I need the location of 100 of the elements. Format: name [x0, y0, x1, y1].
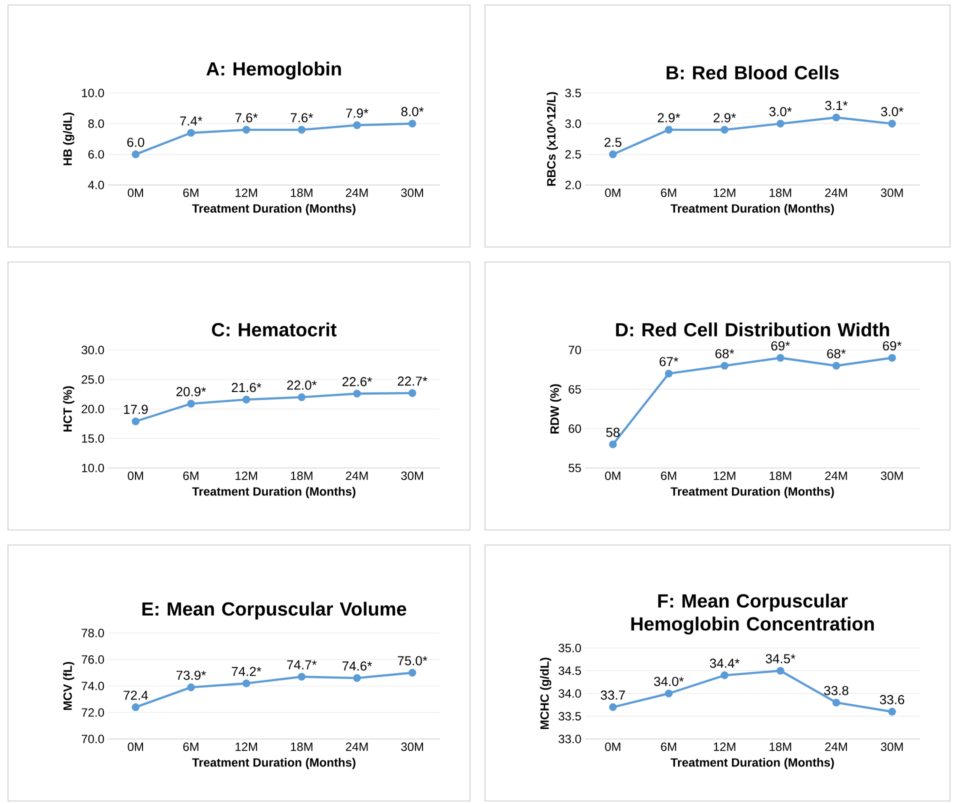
chart-title: C: Hematocrit [212, 322, 337, 336]
x-tick-label: 24M [346, 188, 368, 197]
x-axis-title: Treatment Duration (Months) [192, 204, 356, 216]
y-tick-label: 72.0 [82, 708, 104, 717]
y-tick-label: 65 [568, 385, 581, 394]
data-label: 2.5 [604, 138, 622, 147]
data-label: 33.8 [824, 686, 848, 696]
x-tick-label: 18M [770, 188, 792, 198]
x-tick-label: 6M [183, 472, 198, 480]
x-tick-label: 0M [605, 742, 620, 752]
point [888, 354, 896, 362]
data-label: 6.0 [127, 138, 144, 147]
data-label: 34.5* [766, 654, 796, 664]
data-label: 34.4* [710, 658, 740, 668]
y-axis-title: MCHC (g/dL) [540, 658, 552, 730]
data-label: 33.6 [880, 695, 904, 704]
x-tick-label: 0M [128, 472, 144, 480]
point [242, 126, 250, 134]
data-label: 34.0* [654, 676, 684, 686]
x-tick-label: 24M [346, 742, 368, 751]
data-label: 72.4 [124, 690, 148, 700]
x-tick-label: 18M [290, 472, 312, 480]
x-tick-label: 12M [236, 742, 258, 751]
data-label: 7.9* [346, 108, 368, 118]
x-tick-label: 6M [661, 472, 676, 480]
x-tick-label: 24M [825, 742, 847, 751]
point [132, 417, 140, 426]
x-tick-label: 24M [825, 472, 847, 480]
point [776, 666, 784, 675]
point [609, 703, 617, 712]
x-tick-label: 0M [605, 472, 620, 480]
data-label: 68* [715, 349, 734, 358]
y-tick-label: 74.0 [82, 682, 104, 690]
point [242, 679, 250, 688]
x-tick-label: 30M [880, 742, 903, 752]
chart-title: E: Mean Corpuscular Volume [142, 602, 406, 620]
point [832, 362, 840, 370]
point [242, 396, 250, 404]
data-label: 21.6* [232, 382, 262, 392]
x-tick-label: 12M [714, 742, 736, 751]
data-label: 69* [771, 341, 790, 350]
point [776, 120, 784, 128]
data-label: 22.6* [342, 377, 372, 386]
x-tick-label: 30M [401, 472, 424, 480]
data-label: 73.9* [176, 670, 206, 680]
point [888, 120, 896, 128]
x-tick-label: 18M [290, 742, 312, 752]
point [298, 126, 306, 134]
x-tick-label: 6M [183, 742, 198, 752]
y-tick-label: 10.0 [82, 88, 104, 98]
data-label: 2.9* [658, 113, 680, 122]
y-tick-label: 70 [568, 346, 582, 354]
data-label: 58 [606, 428, 620, 437]
y-tick-label: 25.0 [82, 375, 104, 384]
data-label: 22.0* [287, 380, 317, 390]
x-axis-title: Treatment Duration (Months) [670, 758, 834, 770]
x-tick-label: 18M [770, 742, 792, 752]
x-tick-label: 24M [825, 188, 847, 197]
x-tick-label: 6M [661, 742, 676, 752]
y-tick-label: 15.0 [82, 434, 104, 443]
point [888, 708, 896, 716]
y-tick-label: 34.0 [558, 689, 582, 698]
x-axis-title: Treatment Duration (Months) [192, 758, 356, 770]
y-tick-label: 8.0 [88, 119, 104, 128]
point [776, 354, 784, 362]
data-label: 3.0* [881, 107, 904, 116]
data-label: 74.6* [342, 661, 372, 671]
x-tick-label: 18M [290, 188, 312, 198]
y-axis-title: MCV (fL) [63, 662, 74, 710]
x-axis-title: Treatment Duration (Months) [670, 486, 834, 498]
y-tick-label: 10.0 [82, 464, 104, 472]
chart-title: A: Hemoglobin [206, 62, 341, 80]
data-label: 69* [882, 341, 902, 350]
x-tick-label: 12M [236, 472, 258, 480]
y-tick-label: 60 [568, 424, 582, 433]
data-label: 75.0* [398, 656, 428, 666]
x-tick-label: 30M [880, 188, 903, 198]
x-tick-label: 0M [605, 188, 620, 198]
point [720, 671, 728, 680]
x-tick-label: 18M [770, 472, 792, 480]
point [664, 690, 673, 698]
data-label: 20.9* [176, 387, 206, 396]
x-tick-label: 6M [661, 188, 676, 198]
y-tick-label: 30.0 [82, 346, 104, 354]
point [720, 126, 728, 134]
point [187, 683, 195, 692]
y-tick-label: 4.0 [88, 180, 104, 190]
point [298, 672, 306, 681]
y-tick-label: 2.0 [565, 180, 582, 190]
y-tick-label: 20.0 [82, 404, 104, 414]
point [408, 389, 416, 397]
point [132, 703, 140, 712]
x-tick-label: 30M [401, 188, 424, 198]
x-tick-label: 12M [714, 188, 736, 197]
x-tick-label: 12M [714, 472, 736, 480]
y-tick-label: 35.0 [558, 644, 582, 652]
point [353, 390, 361, 398]
y-tick-label: 76.0 [82, 655, 104, 664]
y-tick-label: 78.0 [82, 628, 104, 638]
point [187, 400, 195, 408]
